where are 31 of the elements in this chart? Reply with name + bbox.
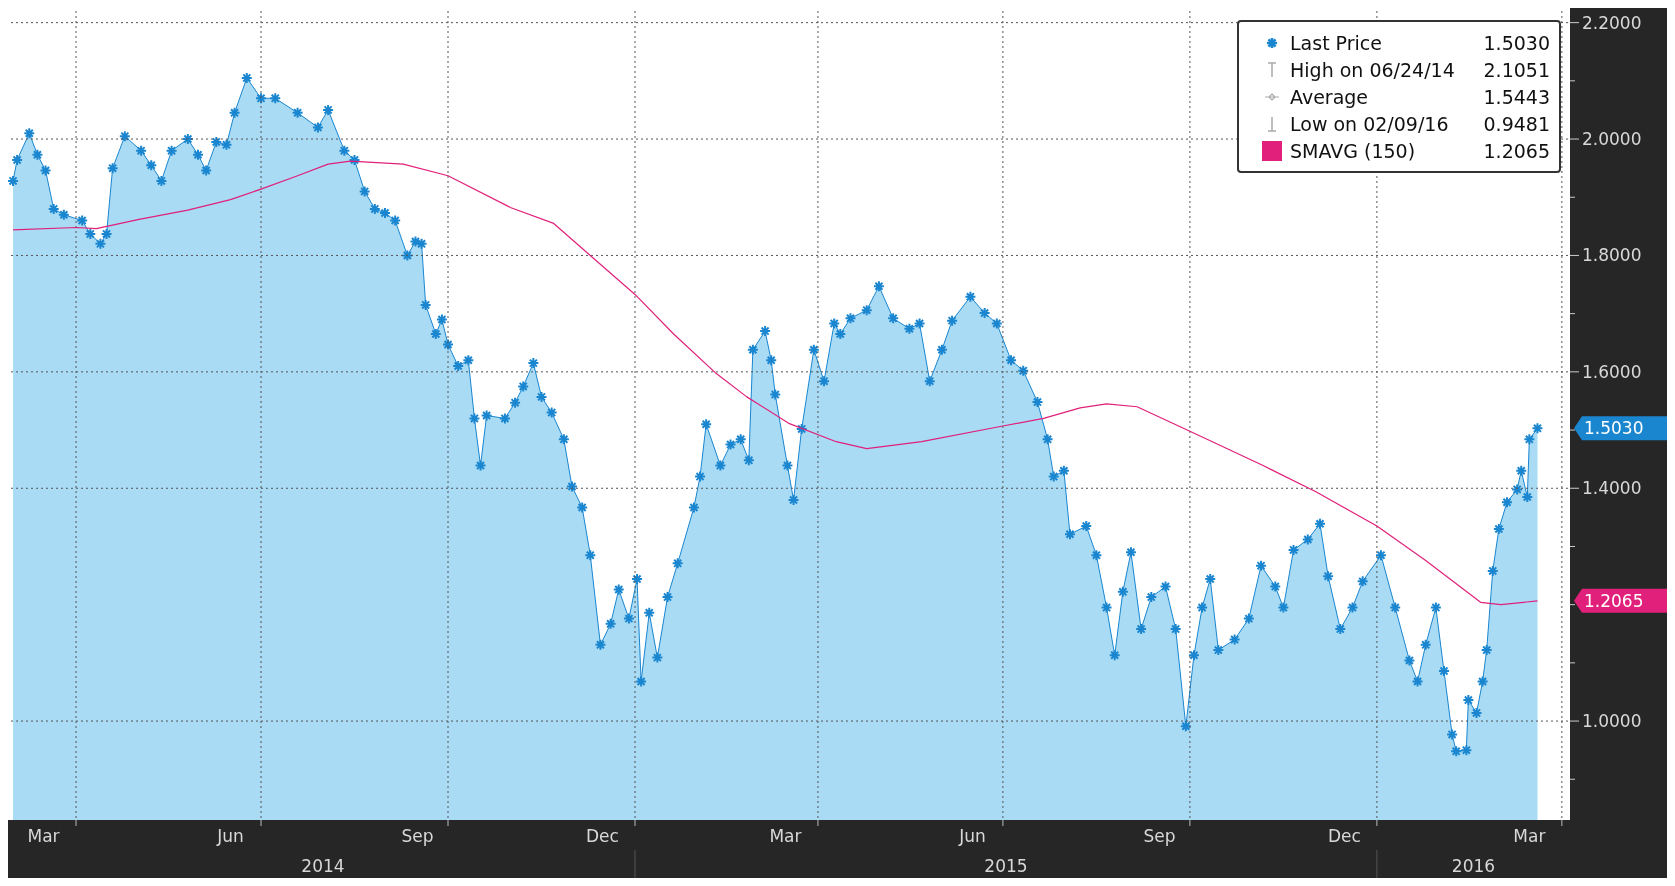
line-series (12, 160, 1539, 606)
legend-label: SMAVG (150) (1290, 140, 1416, 162)
y-tick-label: 1.8000 (1582, 245, 1642, 266)
annotation: Low on 02/09/16 (1290, 113, 1449, 135)
y-tick-label: 1.0000 (1582, 711, 1642, 732)
y-tick-label: 1.6000 (1582, 361, 1642, 382)
annotation: Average (1290, 86, 1369, 108)
y-tick-label: 1.4000 (1582, 478, 1642, 499)
x-tick-label: Mar (1513, 826, 1546, 846)
x-tick-label: Dec (586, 826, 619, 846)
x-tick-label: Jun (958, 826, 986, 846)
x-tick-label: Mar (769, 826, 802, 846)
annotation: 1.2065 (1483, 140, 1550, 162)
legend-label: Last Price (1290, 32, 1382, 54)
x-tick-label: Dec (1327, 826, 1361, 846)
x-tick-label: Jun (216, 826, 244, 846)
y-tick-label: 2.2000 (1582, 12, 1642, 33)
x-tick-label: Mar (27, 826, 60, 846)
text: 1.2065 (1584, 590, 1644, 611)
annotation: 1.5443 (1483, 86, 1550, 108)
annotation: 2.1051 (1483, 59, 1550, 81)
text: 2015 (984, 856, 1028, 876)
annotation: High on 06/24/14 (1290, 59, 1455, 81)
x-tick-label: Sep (401, 826, 434, 846)
annotation: 1.5030 (1483, 32, 1550, 54)
x-tick-label: Sep (1143, 826, 1176, 846)
annotation: 0.9481 (1483, 113, 1550, 135)
text: 2014 (301, 856, 345, 876)
text: 1.5030 (1584, 418, 1644, 439)
text: 2016 (1451, 856, 1496, 876)
y-tick-label: 2.0000 (1582, 129, 1642, 150)
